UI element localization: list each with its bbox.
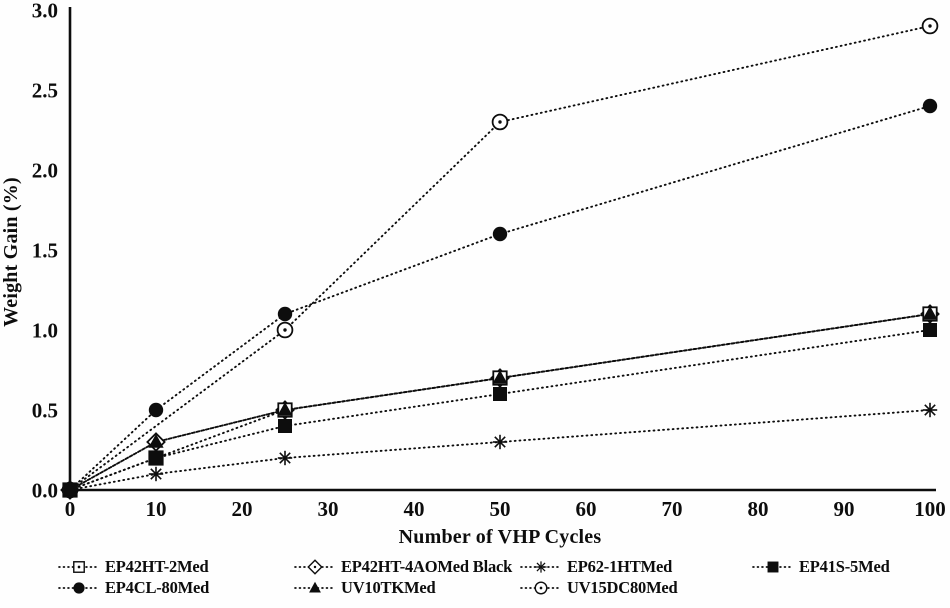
legend-marker-sample xyxy=(534,581,548,594)
data-point-open-circle-dot xyxy=(491,113,509,131)
legend-label: EP4CL-80Med xyxy=(105,577,210,597)
legend-item-ep4cl-80med: EP4CL-80Med xyxy=(58,578,294,598)
legend-marker-asterisk-icon xyxy=(520,560,562,573)
legend-marker-open-square-dot-icon xyxy=(58,560,100,573)
legend-marker-sample xyxy=(73,560,85,573)
data-point-filled-square xyxy=(493,387,507,401)
legend-marker-sample xyxy=(535,560,547,573)
legend-item-ep42ht-2med: EP42HT-2Med xyxy=(58,557,294,577)
series-line-ep42ht-2med xyxy=(69,313,931,491)
x-tick-label: 50 xyxy=(490,497,511,521)
data-point-filled-triangle xyxy=(62,482,78,496)
series-line-ep4cl-80med xyxy=(69,105,931,491)
x-tick-label: 0 xyxy=(65,497,76,521)
data-point-asterisk xyxy=(148,466,164,482)
legend-marker-sample xyxy=(73,581,85,594)
y-tick-label: 1.5 xyxy=(32,239,58,263)
x-axis-title: Number of VHP Cycles xyxy=(399,526,602,548)
data-point-open-circle-dot xyxy=(921,17,939,35)
data-point-filled-circle xyxy=(492,226,508,242)
legend-marker-open-diamond-dot-icon xyxy=(294,558,336,575)
x-tick-label: 70 xyxy=(662,497,683,521)
chart-legend: EP42HT-2Med EP42HT-4AOMed Black EP62-1HTMe… xyxy=(0,556,950,598)
y-tick-label: 0.0 xyxy=(32,479,58,503)
data-point-open-circle-dot xyxy=(276,321,294,339)
x-tick-label: 40 xyxy=(404,497,425,521)
data-point-filled-triangle xyxy=(922,306,938,320)
series-line-ep62-1htmed xyxy=(69,409,931,491)
legend-item-ep41s-5med: EP41S-5Med xyxy=(752,557,950,577)
data-point-filled-square xyxy=(149,451,163,465)
x-tick-label: 80 xyxy=(748,497,769,521)
x-tick-label: 30 xyxy=(318,497,339,521)
x-tick-label: 60 xyxy=(576,497,597,521)
x-tick-label: 10 xyxy=(146,497,167,521)
y-tick-label: 2.0 xyxy=(32,159,58,183)
legend-label: EP41S-5Med xyxy=(799,556,890,576)
y-axis-title: Weight Gain (%) xyxy=(0,177,22,327)
legend-row: EP42HT-2Med EP42HT-4AOMed Black EP62-1HTMe… xyxy=(0,556,950,577)
series-line-ep41s-5med xyxy=(69,329,931,491)
y-tick-label: 1.0 xyxy=(32,319,58,343)
legend-label: EP62-1HTMed xyxy=(567,556,673,576)
legend-marker-sample xyxy=(309,581,321,593)
legend-marker-sample xyxy=(307,558,323,575)
legend-marker-open-circle-dot-icon xyxy=(520,581,562,594)
legend-label: EP42HT-2Med xyxy=(105,556,209,576)
data-point-filled-circle xyxy=(148,402,164,418)
x-tick-label: 90 xyxy=(834,497,855,521)
x-tick-label: 20 xyxy=(232,497,253,521)
y-tick-label: 3.0 xyxy=(32,0,58,23)
data-point-filled-square xyxy=(278,419,292,433)
legend-marker-sample xyxy=(767,561,779,572)
legend-label: UV15DC80Med xyxy=(567,577,678,597)
series-line-ep42ht-4aomed-black xyxy=(69,313,931,491)
legend-marker-filled-circle-icon xyxy=(58,581,100,594)
data-point-filled-circle xyxy=(922,98,938,114)
x-tick-label: 100 xyxy=(914,497,946,521)
legend-item-uv15dc80med: UV15DC80Med xyxy=(520,578,752,598)
series-line-uv10tkmed xyxy=(69,313,931,491)
data-point-asterisk xyxy=(922,402,938,418)
legend-row: EP4CL-80Med UV10TKMed UV15DC80Med xyxy=(0,577,950,598)
legend-item-uv10tkmed: UV10TKMed xyxy=(294,578,520,598)
data-point-filled-square xyxy=(923,323,937,337)
legend-marker-filled-square-icon xyxy=(752,561,794,572)
data-point-filled-circle xyxy=(277,306,293,322)
data-point-asterisk xyxy=(277,450,293,466)
data-point-filled-triangle xyxy=(277,402,293,416)
weight-gain-line-chart: 0.0 0.5 1.0 1.5 2.0 2.5 3.0 0 10 20 30 40 50 60 70 80 90… xyxy=(0,0,946,548)
legend-label: EP42HT-4AOMed Black xyxy=(341,556,513,576)
y-tick-label: 0.5 xyxy=(32,399,58,423)
data-point-filled-triangle xyxy=(148,434,164,448)
data-point-filled-triangle xyxy=(492,370,508,384)
series-line-uv15dc80med xyxy=(69,25,931,491)
legend-item-ep42ht-4aomed-black: EP42HT-4AOMed Black xyxy=(294,557,520,577)
legend-item-ep62-1htmed: EP62-1HTMed xyxy=(520,557,752,577)
legend-label: UV10TKMed xyxy=(341,577,436,597)
y-tick-label: 2.5 xyxy=(32,79,58,103)
legend-marker-filled-triangle-icon xyxy=(294,581,336,593)
data-point-asterisk xyxy=(492,434,508,450)
